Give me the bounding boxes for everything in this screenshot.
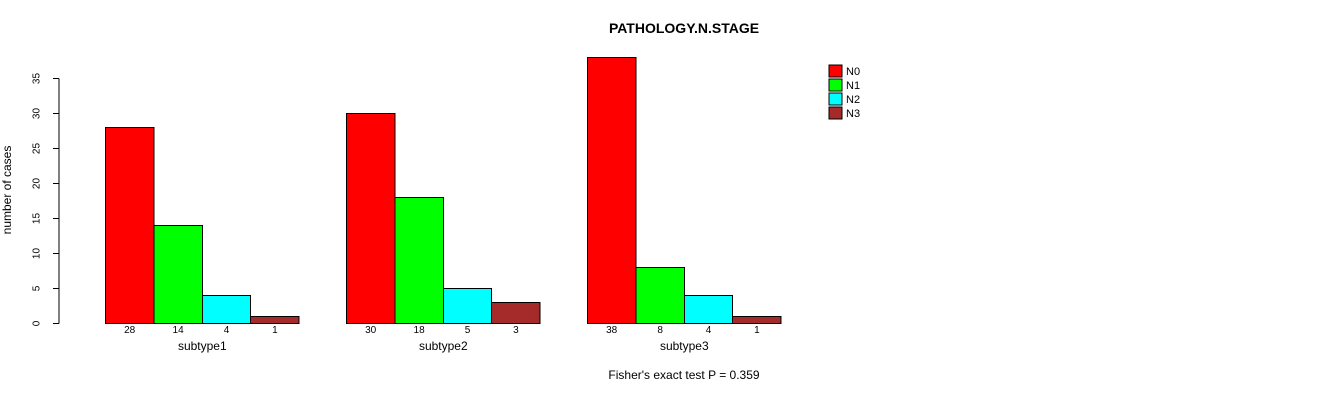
bar-value-label: 5: [465, 325, 471, 336]
bar-N2-subtype2: [442, 288, 493, 324]
category-label-subtype3: subtype3: [660, 339, 709, 353]
bar-value-label: 3: [513, 325, 519, 336]
bar-N3-subtype3: [732, 316, 782, 324]
y-tick-label: 5: [32, 285, 43, 291]
bar-N2-subtype3: [683, 295, 734, 324]
annotation-text: Fisher's exact test P = 0.359: [608, 368, 759, 382]
y-tick-label: 20: [32, 178, 43, 190]
bar-value-label: 38: [606, 325, 618, 336]
category-label-subtype1: subtype1: [178, 339, 227, 353]
bar-value-label: 4: [224, 325, 230, 336]
bar-N0-subtype1: [105, 127, 155, 324]
y-tick-label: 0: [32, 320, 43, 326]
bar-value-label: 14: [173, 325, 185, 336]
bar-value-label: 30: [365, 325, 377, 336]
legend-label-N3: N3: [846, 108, 860, 120]
legend-swatch-N3: [828, 106, 843, 120]
bar-value-label: 8: [657, 325, 663, 336]
y-axis: 0 5 10 15 20 25 30 35: [32, 73, 60, 326]
bar-N1-subtype2: [394, 197, 444, 324]
legend-swatch-N0: [828, 64, 843, 78]
bar-value-label: 18: [414, 325, 426, 336]
legend-swatch-N2: [828, 92, 843, 106]
legend-label-N2: N2: [846, 94, 860, 106]
bar-value-label: 28: [124, 325, 136, 336]
bar-N2-subtype1: [201, 295, 252, 324]
bar-value-labels: 28 14 4 1 30 18 5 3 38 8 4 1: [124, 325, 760, 336]
bar-value-label: 1: [272, 325, 278, 336]
bar-N0-subtype3: [587, 57, 637, 324]
bar-value-label: 1: [754, 325, 760, 336]
bar-N1-subtype1: [153, 225, 203, 324]
legend-label-N0: N0: [846, 66, 860, 78]
category-labels: subtype1 subtype2 subtype3: [178, 339, 709, 353]
legend-swatch-N1: [828, 78, 843, 92]
legend-label-N1: N1: [846, 80, 860, 92]
legend: N0 N1 N2 N3: [828, 64, 860, 120]
y-tick-label: 35: [32, 73, 43, 85]
y-tick-label: 30: [32, 108, 43, 120]
bar-N3-subtype2: [491, 302, 541, 324]
bar-value-label: 4: [706, 325, 712, 336]
category-label-subtype2: subtype2: [419, 339, 468, 353]
y-axis-label: number of cases: [0, 146, 14, 235]
bar-N1-subtype3: [635, 267, 685, 324]
y-tick-label: 25: [32, 143, 43, 155]
bar-N3-subtype1: [250, 316, 300, 324]
bar-series: [105, 57, 782, 324]
y-tick-label: 15: [32, 213, 43, 225]
y-tick-label: 10: [32, 248, 43, 260]
chart-title: PATHOLOGY.N.STAGE: [609, 20, 759, 36]
bar-N0-subtype2: [346, 113, 396, 324]
